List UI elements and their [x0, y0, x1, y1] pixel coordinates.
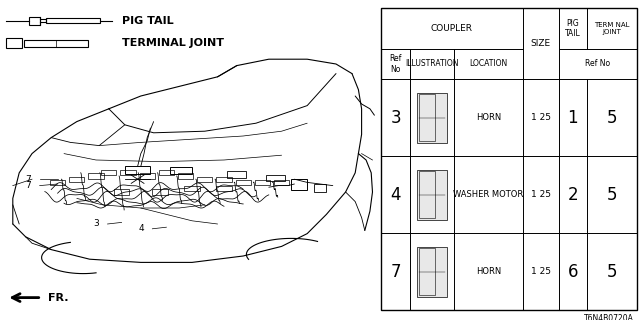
Bar — [50, 180, 65, 185]
Text: 4: 4 — [390, 186, 401, 204]
Bar — [29, 17, 40, 25]
Bar — [236, 180, 251, 185]
Bar — [114, 189, 129, 195]
Bar — [559, 156, 587, 233]
Bar — [419, 171, 435, 218]
Bar — [410, 233, 454, 310]
Bar — [381, 49, 410, 79]
Bar — [381, 79, 410, 156]
Text: 7: 7 — [390, 263, 401, 281]
Bar — [587, 233, 637, 310]
Bar — [227, 171, 246, 178]
Bar — [523, 233, 559, 310]
Text: 7: 7 — [25, 181, 31, 190]
Bar — [523, 156, 559, 233]
Bar — [587, 8, 637, 49]
Bar — [266, 175, 285, 181]
Text: 1 25: 1 25 — [531, 267, 551, 276]
Bar — [24, 40, 88, 47]
Text: 2: 2 — [568, 186, 578, 204]
Text: T6N4B0720A: T6N4B0720A — [584, 314, 634, 320]
Bar — [523, 8, 559, 79]
Bar — [454, 79, 523, 156]
Text: 1: 1 — [568, 108, 578, 127]
Text: 1 25: 1 25 — [531, 190, 551, 199]
Text: 3: 3 — [93, 220, 99, 228]
Bar — [454, 156, 523, 233]
Text: 6: 6 — [568, 263, 578, 281]
Text: LOCATION: LOCATION — [469, 60, 508, 68]
Bar — [274, 180, 289, 185]
Bar — [417, 247, 447, 297]
Bar — [587, 156, 637, 233]
Bar — [140, 173, 155, 179]
Text: TERMINAL JOINT: TERMINAL JOINT — [122, 38, 223, 48]
Bar — [559, 79, 587, 156]
Text: WASHER MOTOR: WASHER MOTOR — [453, 190, 524, 199]
Bar — [559, 49, 637, 79]
Bar — [6, 38, 22, 48]
Text: 5: 5 — [607, 186, 617, 204]
Text: TERM NAL
JOINT: TERM NAL JOINT — [594, 22, 630, 35]
Bar — [159, 170, 174, 175]
Bar — [101, 170, 116, 175]
Bar — [125, 166, 150, 174]
Bar — [255, 180, 270, 185]
Bar — [523, 79, 559, 156]
Bar — [178, 173, 193, 179]
Bar — [197, 177, 212, 182]
Bar — [152, 189, 168, 195]
Bar — [216, 177, 232, 182]
Bar — [559, 8, 587, 49]
Bar — [587, 79, 637, 156]
Bar — [417, 92, 447, 143]
Bar — [381, 8, 637, 310]
Text: SIZE: SIZE — [531, 39, 551, 48]
Bar — [419, 94, 435, 141]
Bar — [454, 49, 523, 79]
Bar — [410, 49, 454, 79]
Text: Ref No: Ref No — [585, 60, 611, 68]
Bar — [559, 233, 587, 310]
Text: HORN: HORN — [476, 267, 501, 276]
Text: Ref
No: Ref No — [389, 54, 402, 74]
Bar — [184, 186, 200, 191]
Text: FR.: FR. — [48, 292, 68, 303]
Text: 5: 5 — [607, 108, 617, 127]
Bar — [410, 156, 454, 233]
Bar — [381, 233, 410, 310]
Bar — [88, 173, 104, 179]
Text: 3: 3 — [390, 108, 401, 127]
Bar — [417, 170, 447, 220]
Bar — [419, 248, 435, 295]
Bar — [170, 167, 192, 174]
Bar — [314, 184, 326, 192]
Text: 7: 7 — [25, 175, 31, 184]
Text: PIG TAIL: PIG TAIL — [122, 16, 173, 26]
Text: ILLUSTRATION: ILLUSTRATION — [405, 60, 459, 68]
Text: COUPLER: COUPLER — [431, 24, 473, 33]
Text: 5: 5 — [607, 263, 617, 281]
Bar — [120, 170, 136, 175]
Text: 1 25: 1 25 — [531, 113, 551, 122]
Bar — [454, 233, 523, 310]
Text: PIG
TAIL: PIG TAIL — [565, 19, 580, 38]
Text: 4: 4 — [138, 224, 144, 233]
Bar — [410, 79, 454, 156]
Bar — [216, 186, 232, 191]
Text: HORN: HORN — [476, 113, 501, 122]
Bar — [381, 156, 410, 233]
Bar — [381, 8, 523, 49]
Bar — [46, 18, 100, 23]
Bar — [69, 177, 84, 182]
Bar — [291, 179, 307, 190]
